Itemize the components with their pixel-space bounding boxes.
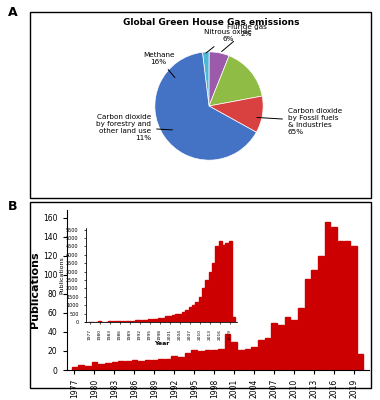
Bar xyxy=(351,246,357,370)
Bar xyxy=(178,357,184,370)
Bar xyxy=(145,360,150,370)
Bar xyxy=(188,307,192,322)
Bar xyxy=(271,323,277,370)
Bar xyxy=(232,317,235,322)
Bar xyxy=(211,350,217,370)
Bar xyxy=(298,308,304,370)
Bar xyxy=(165,316,168,322)
Bar xyxy=(264,338,270,370)
Bar xyxy=(158,358,164,370)
Bar xyxy=(182,312,185,322)
Text: Fluride gas
2%: Fluride gas 2% xyxy=(222,24,266,52)
Bar xyxy=(168,316,171,322)
Bar xyxy=(128,321,131,322)
Bar xyxy=(125,362,131,370)
Text: Methane
16%: Methane 16% xyxy=(143,52,175,78)
Bar xyxy=(345,242,350,370)
Bar xyxy=(72,367,77,370)
Bar xyxy=(202,288,205,322)
Bar xyxy=(138,362,144,370)
Bar xyxy=(131,360,137,370)
Bar xyxy=(218,349,224,370)
Bar xyxy=(92,362,97,370)
Bar xyxy=(142,320,144,322)
Bar xyxy=(311,270,317,370)
Text: Carbon dioxide
by forestry and
other land use
11%: Carbon dioxide by forestry and other lan… xyxy=(96,114,173,140)
Bar xyxy=(152,360,157,370)
Bar xyxy=(131,321,135,322)
Text: A: A xyxy=(8,6,17,19)
Bar xyxy=(105,363,111,370)
Bar xyxy=(205,280,208,322)
Bar xyxy=(135,320,138,322)
Bar xyxy=(162,318,165,322)
Wedge shape xyxy=(209,96,263,132)
Bar xyxy=(218,242,222,322)
Bar xyxy=(258,340,264,370)
Bar xyxy=(231,342,237,370)
Bar xyxy=(85,366,90,370)
Bar xyxy=(158,318,161,322)
Y-axis label: Publications: Publications xyxy=(30,252,40,328)
Bar xyxy=(192,305,195,322)
Bar xyxy=(215,246,218,322)
Bar xyxy=(209,272,211,322)
Bar xyxy=(112,362,117,370)
Text: Carbon dioxide
by Fossil fuels
& Industries
65%: Carbon dioxide by Fossil fuels & Industr… xyxy=(257,108,342,134)
Bar xyxy=(175,314,178,322)
Bar xyxy=(118,362,124,370)
Bar xyxy=(172,315,175,322)
Bar xyxy=(148,320,151,322)
Bar xyxy=(325,222,330,370)
Wedge shape xyxy=(155,52,256,160)
Bar xyxy=(222,245,225,322)
Bar xyxy=(155,319,158,322)
Bar xyxy=(138,320,141,322)
Bar xyxy=(185,310,188,322)
Bar xyxy=(195,302,198,322)
Bar xyxy=(98,364,104,370)
X-axis label: Year: Year xyxy=(154,342,169,346)
Bar xyxy=(122,321,124,322)
Text: Global Green House Gas emissions: Global Green House Gas emissions xyxy=(123,18,299,27)
Bar xyxy=(358,354,363,370)
Wedge shape xyxy=(209,56,262,106)
Bar xyxy=(152,319,155,322)
Wedge shape xyxy=(203,52,209,106)
Bar xyxy=(245,349,250,370)
Bar xyxy=(165,358,171,370)
Bar xyxy=(229,242,231,322)
Bar xyxy=(238,350,244,370)
Wedge shape xyxy=(209,52,229,106)
Bar xyxy=(331,227,337,370)
Bar xyxy=(118,321,121,322)
Bar xyxy=(125,321,128,322)
Bar xyxy=(338,242,344,370)
Bar xyxy=(145,320,148,322)
Bar xyxy=(78,365,84,370)
Bar xyxy=(205,350,211,370)
Bar xyxy=(179,314,181,322)
Text: B: B xyxy=(8,200,17,213)
Bar xyxy=(225,334,230,370)
Y-axis label: Publications: Publications xyxy=(60,256,65,294)
Bar xyxy=(278,325,283,370)
Bar xyxy=(185,353,190,370)
Bar xyxy=(251,347,257,370)
Bar xyxy=(225,243,228,322)
Bar xyxy=(291,320,297,370)
Bar xyxy=(318,256,323,370)
Text: Nitrous oxide
6%: Nitrous oxide 6% xyxy=(204,29,252,53)
Bar xyxy=(304,278,310,370)
Bar xyxy=(212,263,215,322)
Bar xyxy=(171,356,177,370)
Bar xyxy=(199,297,201,322)
Bar xyxy=(192,350,197,370)
Bar xyxy=(112,321,114,322)
Bar xyxy=(285,317,290,370)
Bar xyxy=(115,321,118,322)
Bar xyxy=(198,351,204,370)
